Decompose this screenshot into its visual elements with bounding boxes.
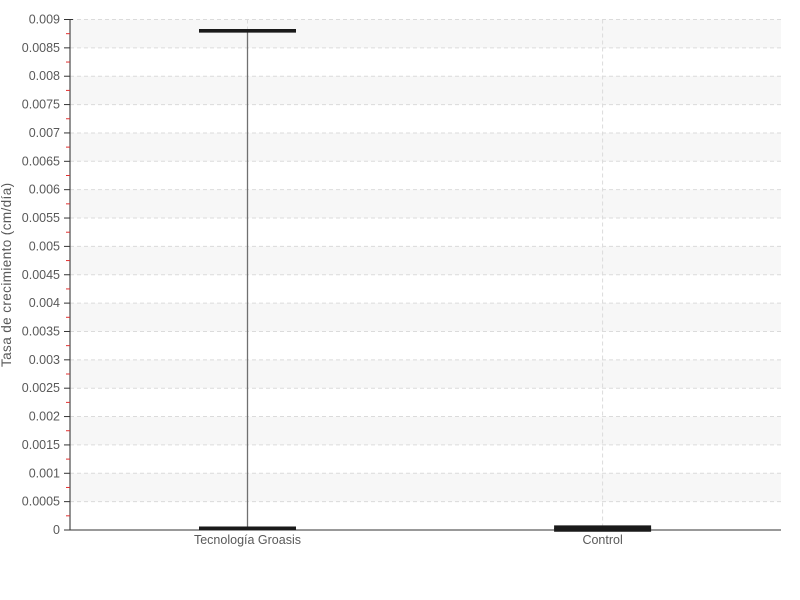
svg-text:0.0075: 0.0075 (22, 98, 60, 112)
svg-text:0.0085: 0.0085 (22, 41, 60, 55)
svg-text:0.0065: 0.0065 (22, 154, 60, 168)
svg-text:0.0035: 0.0035 (22, 324, 60, 338)
svg-text:0.007: 0.007 (29, 126, 60, 140)
svg-text:Tecnología Groasis: Tecnología Groasis (194, 533, 301, 547)
svg-text:Control: Control (582, 533, 622, 547)
svg-text:0.0005: 0.0005 (22, 495, 60, 509)
svg-text:0.0055: 0.0055 (22, 211, 60, 225)
svg-text:Tasa de crecimiento (cm/día): Tasa de crecimiento (cm/día) (0, 182, 14, 367)
svg-text:0.009: 0.009 (29, 13, 60, 27)
svg-text:0.003: 0.003 (29, 353, 60, 367)
svg-text:0.002: 0.002 (29, 410, 60, 424)
svg-text:0.008: 0.008 (29, 69, 60, 83)
svg-text:0: 0 (53, 523, 60, 537)
svg-text:0.0025: 0.0025 (22, 381, 60, 395)
svg-text:0.0015: 0.0015 (22, 438, 60, 452)
svg-text:0.0045: 0.0045 (22, 268, 60, 282)
svg-text:0.001: 0.001 (29, 466, 60, 480)
svg-text:0.005: 0.005 (29, 239, 60, 253)
svg-text:0.004: 0.004 (29, 296, 60, 310)
svg-text:0.006: 0.006 (29, 183, 60, 197)
